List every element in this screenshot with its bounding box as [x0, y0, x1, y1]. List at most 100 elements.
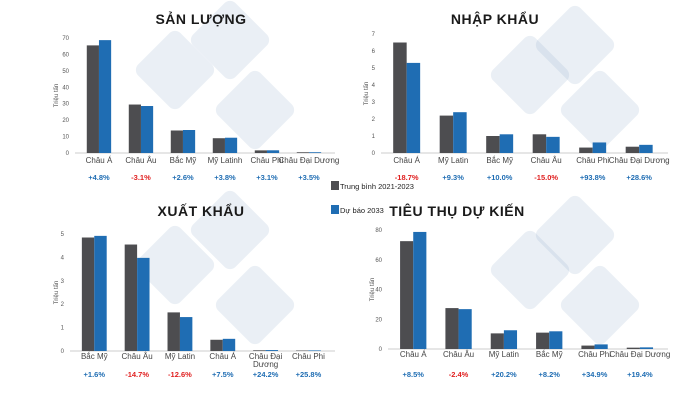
bar-average: [128, 104, 141, 153]
y-tick-label: 40: [375, 288, 382, 294]
x-tick-label: Mỹ Latinh: [208, 156, 243, 165]
bar-forecast: [266, 150, 280, 153]
y-tick-label: 5: [61, 232, 65, 238]
y-tick-label: 80: [375, 228, 382, 234]
bar-average: [625, 146, 640, 153]
bar-forecast: [182, 130, 196, 153]
bar-average: [490, 333, 504, 349]
change-label: +20.2%: [491, 370, 517, 379]
y-tick-label: 1: [372, 134, 376, 140]
x-tick-label: Châu Á: [393, 156, 420, 165]
y-tick-label: 3: [61, 279, 65, 285]
watermark-mark: [135, 225, 215, 305]
bar-average: [170, 130, 183, 153]
change-label: +28.6%: [626, 173, 652, 182]
bar-average: [210, 339, 223, 351]
x-tick-label: Châu Âu: [122, 352, 153, 361]
change-label: +7.5%: [212, 370, 234, 379]
bar-average: [393, 42, 407, 153]
y-tick-label: 20: [62, 118, 69, 124]
watermark-mark: [560, 70, 640, 150]
bar-average: [486, 136, 500, 153]
bar-forecast: [222, 338, 236, 351]
y-tick-label: 7: [372, 32, 376, 38]
bar-average: [167, 312, 180, 351]
watermark-mark: [215, 265, 295, 345]
change-label: +9.3%: [442, 173, 464, 182]
bar-forecast: [594, 344, 608, 349]
bar-average: [532, 134, 547, 153]
bar-forecast: [98, 40, 112, 154]
x-tick-label: Châu Phi: [578, 350, 611, 359]
bar-forecast: [308, 152, 322, 153]
x-tick-label: Mỹ Latin: [438, 156, 468, 165]
y-tick-label: 6: [372, 49, 376, 55]
change-label: -12.6%: [168, 370, 192, 379]
bar-average: [626, 347, 640, 349]
change-label: +3.5%: [298, 173, 320, 182]
chart-panel: SẢN LƯỢNG Triệu tấn 0 10 20 30 40 50 60 70 Châu Á +…: [54, 11, 339, 182]
bar-average: [86, 45, 99, 154]
bar-average: [212, 138, 225, 153]
bar-forecast: [179, 317, 193, 351]
bar-forecast: [140, 106, 154, 153]
bar-forecast: [499, 134, 514, 153]
chart-panel: XUẤT KHẨU Triệu tấn 0 1 2 3 4 5 Bắc Mỹ +1.6% Châu …: [54, 202, 335, 379]
chart-panel: NHẬP KHẨU Triệu tấn 0 1 2 3 4 5 6 7 Châu Á -18.7% Mỹ…: [364, 10, 670, 182]
watermark-mark: [535, 5, 615, 85]
x-tick-label: Châu Âu: [443, 350, 474, 359]
bar-forecast: [406, 62, 421, 153]
bar-forecast: [308, 350, 321, 351]
y-tick-label: 0: [61, 349, 65, 355]
chart-title: SẢN LƯỢNG: [155, 11, 246, 27]
bar-average: [253, 350, 266, 351]
watermark-mark: [190, 0, 270, 80]
change-label: +24.2%: [253, 370, 279, 379]
bar-average: [579, 147, 593, 153]
change-label: +34.9%: [582, 370, 608, 379]
bar-average: [81, 237, 95, 351]
chart-title: TIÊU THỤ DỰ KIẾN: [389, 202, 525, 219]
chart-title: NHẬP KHẨU: [451, 10, 539, 27]
y-tick-label: 2: [372, 117, 376, 123]
change-label: +8.2%: [538, 370, 560, 379]
y-tick-label: 0: [66, 151, 70, 157]
x-tick-label: Châu Đại Dương: [609, 156, 670, 165]
change-label: +93.8%: [580, 173, 606, 182]
bar-average: [254, 150, 267, 153]
x-tick-label: Bắc Mỹ: [81, 352, 108, 361]
y-tick-label: 60: [62, 52, 69, 58]
bar-forecast: [224, 137, 238, 153]
change-label: -3.1%: [131, 173, 151, 182]
y-tick-label: 5: [372, 66, 376, 72]
change-label: -2.4%: [449, 370, 469, 379]
change-label: +3.1%: [256, 173, 278, 182]
bar-forecast: [265, 350, 279, 351]
change-label: +1.6%: [84, 370, 106, 379]
chart-panel: TIÊU THỤ DỰ KIẾN Triệu tấn 0 20 40 60 80 Châu Á…: [370, 202, 670, 379]
x-tick-label: Châu Á: [209, 352, 236, 361]
bar-forecast: [413, 231, 427, 349]
y-axis-label: Triệu tấn: [364, 82, 370, 105]
watermark-mark: [215, 70, 295, 150]
chart-title: XUẤT KHẨU: [158, 202, 245, 219]
x-tick-label: Bắc Mỹ: [536, 350, 563, 359]
bar-average: [124, 244, 138, 351]
bar-average: [296, 152, 309, 153]
watermark-mark: [190, 190, 270, 270]
bar-forecast: [592, 142, 607, 153]
change-label: -15.0%: [534, 173, 558, 182]
bar-forecast: [137, 257, 150, 351]
x-tick-label: Châu Phi: [576, 156, 609, 165]
x-tick-label: Châu Phi: [250, 156, 283, 165]
change-label: +4.8%: [88, 173, 110, 182]
y-tick-label: 10: [62, 135, 69, 141]
y-axis-label: Triệu tấn: [54, 84, 60, 107]
y-tick-label: 0: [379, 347, 383, 353]
y-tick-label: 4: [61, 255, 65, 261]
y-tick-label: 1: [61, 326, 65, 332]
y-tick-label: 20: [375, 317, 382, 323]
bar-forecast: [453, 112, 467, 153]
